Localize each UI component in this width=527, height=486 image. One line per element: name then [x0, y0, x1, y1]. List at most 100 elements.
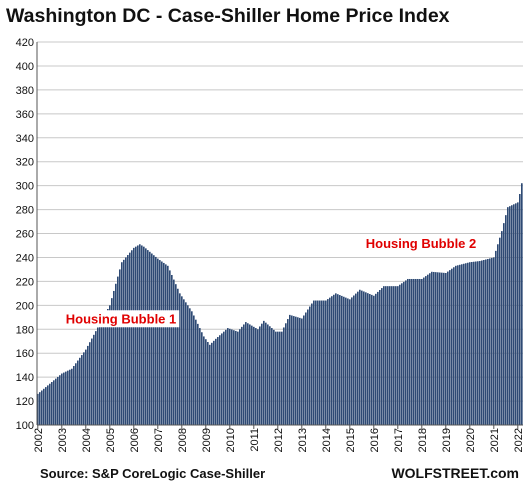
bar [359, 289, 361, 425]
bar [271, 328, 273, 425]
bar [155, 256, 157, 425]
bar [67, 370, 69, 425]
bar [61, 373, 63, 425]
bar [479, 261, 481, 425]
bar [329, 297, 331, 425]
bar [423, 277, 425, 425]
bar [457, 265, 459, 425]
bar [133, 247, 135, 425]
bar [127, 255, 129, 425]
bar [205, 339, 207, 425]
bar [393, 286, 395, 425]
annotation-label: Housing Bubble 1 [66, 311, 177, 326]
bar [263, 320, 265, 425]
bar [445, 272, 447, 425]
bar [365, 292, 367, 425]
bar [439, 272, 441, 425]
bar [323, 300, 325, 425]
bar [269, 326, 271, 425]
bar [103, 316, 105, 425]
x-tick-label: 2015 [345, 428, 357, 452]
x-tick-label: 2011 [249, 428, 261, 452]
bar [93, 334, 95, 425]
x-tick-label: 2021 [489, 428, 501, 452]
bar [459, 264, 461, 425]
bar [405, 280, 407, 425]
bar [175, 284, 177, 425]
bar [397, 286, 399, 425]
y-tick-label: 220 [16, 276, 34, 288]
bar [43, 388, 45, 425]
bar [247, 323, 249, 425]
bar [433, 271, 435, 425]
bar [521, 183, 523, 425]
x-tick-label: 2016 [369, 428, 381, 452]
bar [387, 286, 389, 425]
bar [337, 294, 339, 425]
bar [37, 393, 39, 425]
bar [55, 378, 57, 425]
x-tick-label: 2008 [177, 428, 189, 452]
bar [331, 296, 333, 425]
bar [345, 297, 347, 425]
bar [431, 271, 433, 425]
bar [45, 387, 47, 425]
bar [401, 283, 403, 425]
bar [49, 383, 51, 425]
bar [507, 207, 509, 425]
bar [157, 258, 159, 425]
bar [413, 278, 415, 425]
bar [309, 306, 311, 425]
bar [471, 261, 473, 425]
bar [419, 278, 421, 425]
bar [389, 286, 391, 425]
x-tick-label: 2007 [153, 428, 165, 452]
bar [189, 308, 191, 425]
bars [37, 183, 523, 425]
bar [319, 300, 321, 425]
bar [369, 294, 371, 425]
bar [173, 279, 175, 425]
bar [259, 326, 261, 425]
bar [241, 326, 243, 425]
bar [289, 314, 291, 425]
source-note: Source: S&P CoreLogic Case-Shiller [40, 466, 266, 481]
bar [485, 259, 487, 425]
y-tick-label: 320 [16, 157, 34, 169]
bar [311, 303, 313, 425]
bar [111, 298, 113, 425]
bar [223, 331, 225, 425]
x-tick-label: 2014 [321, 428, 333, 452]
bar [125, 257, 127, 425]
x-tick-label: 2017 [393, 428, 405, 452]
bar [313, 300, 315, 425]
bar [409, 278, 411, 425]
bar [367, 293, 369, 425]
bar [253, 326, 255, 425]
bar [503, 223, 505, 425]
y-tick-label: 360 [16, 109, 34, 121]
bar [425, 276, 427, 425]
y-tick-label: 260 [16, 229, 34, 241]
bar [149, 251, 151, 425]
bar [417, 278, 419, 425]
annotation-label: Housing Bubble 2 [366, 236, 477, 251]
bar [375, 293, 377, 425]
bar [383, 286, 385, 425]
y-tick-label: 240 [16, 252, 34, 264]
bar [363, 291, 365, 425]
bar [63, 372, 65, 425]
bar [239, 329, 241, 425]
bar [265, 322, 267, 425]
bar [453, 267, 455, 425]
bar [297, 317, 299, 425]
bar [351, 297, 353, 425]
bar [441, 272, 443, 425]
bar [421, 278, 423, 425]
bar [105, 312, 107, 425]
bar [59, 375, 61, 425]
bar [115, 283, 117, 425]
bar [489, 258, 491, 425]
bar [281, 331, 283, 425]
bar [235, 330, 237, 425]
